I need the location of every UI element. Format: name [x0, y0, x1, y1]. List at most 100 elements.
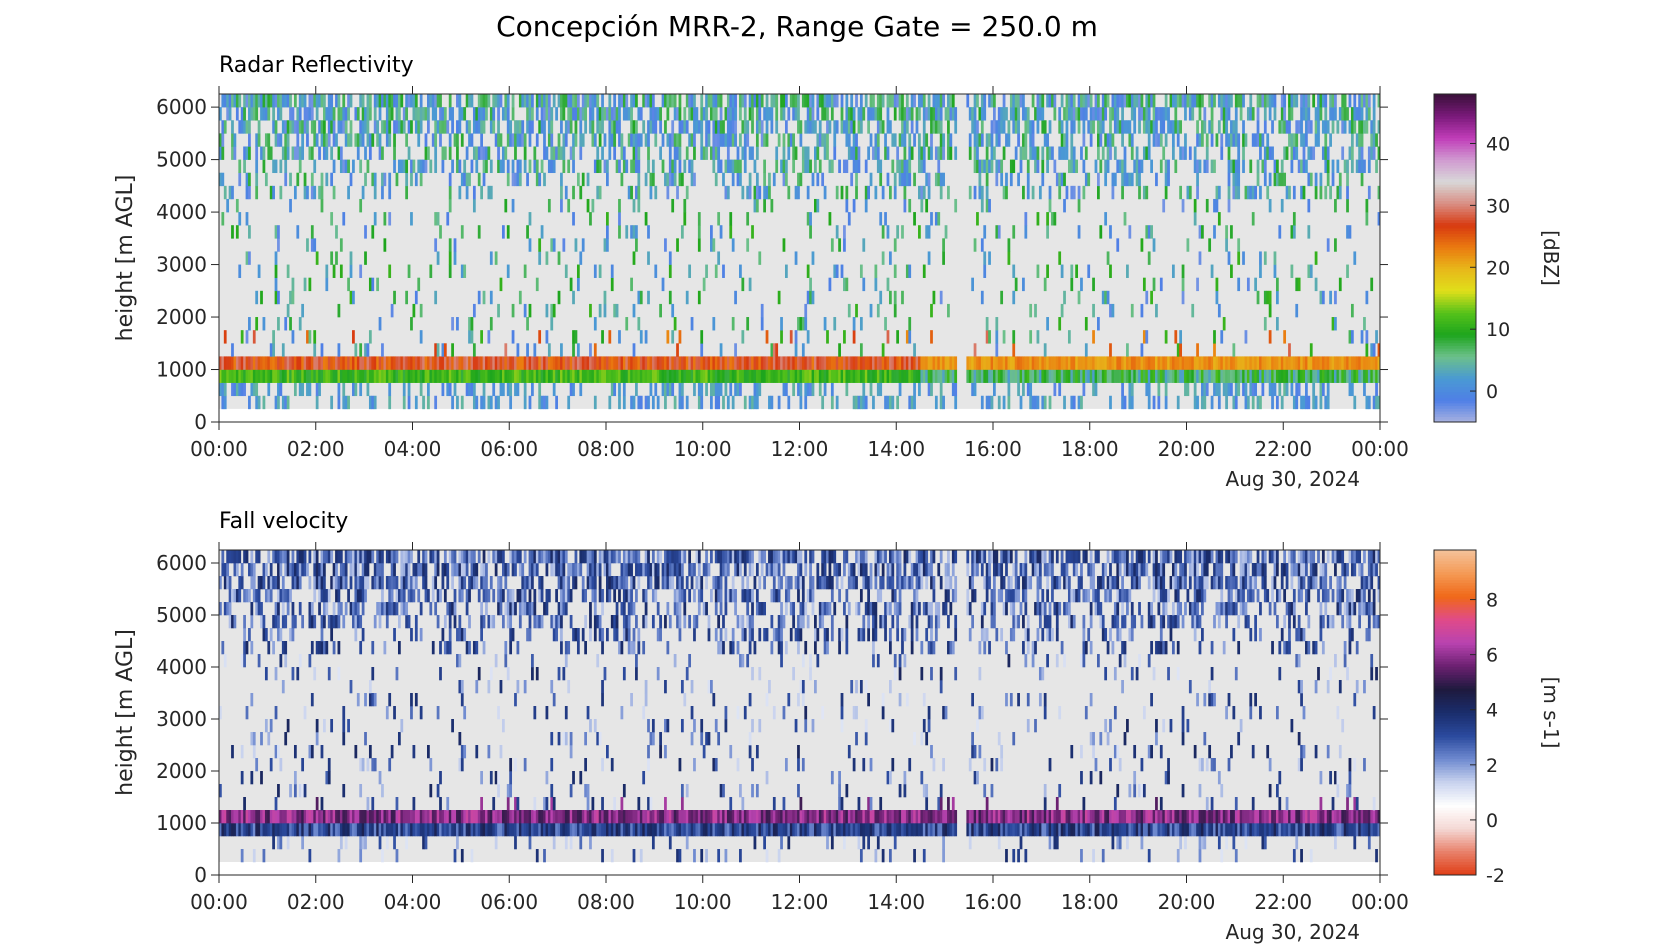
- heatmap-cell: [390, 810, 394, 824]
- heatmap-cell: [339, 810, 343, 824]
- colorbar-swatch: [1434, 137, 1476, 141]
- heatmap-cell: [1275, 159, 1279, 174]
- heatmap-cell: [289, 369, 292, 383]
- heatmap-cell: [838, 356, 841, 370]
- heatmap-cell: [671, 159, 675, 174]
- heatmap-cell: [1343, 356, 1347, 370]
- heatmap-cell: [310, 693, 314, 707]
- heatmap-cell: [313, 563, 317, 577]
- heatmap-cell: [550, 107, 554, 121]
- heatmap-cell: [850, 146, 854, 160]
- heatmap-cell: [388, 172, 392, 187]
- heatmap-cell: [373, 356, 377, 370]
- heatmap-cell: [598, 120, 602, 134]
- heatmap-cell: [518, 133, 522, 147]
- heatmap-cell: [238, 589, 242, 603]
- colorbar-swatch: [1434, 299, 1476, 303]
- heatmap-cell: [1053, 159, 1057, 174]
- heatmap-cell: [985, 198, 989, 213]
- heatmap-cell: [339, 563, 343, 577]
- heatmap-cell: [518, 290, 522, 305]
- heatmap-cell: [830, 107, 834, 121]
- heatmap-cell: [504, 823, 508, 837]
- heatmap-cell: [269, 146, 273, 160]
- heatmap-cell: [427, 745, 430, 759]
- heatmap-cell: [434, 120, 438, 134]
- heatmap-cell: [610, 264, 614, 278]
- heatmap-cell: [366, 343, 370, 357]
- heatmap-cell: [1014, 94, 1018, 108]
- heatmap-cell: [514, 133, 517, 147]
- heatmap-cell: [731, 133, 735, 147]
- heatmap-cell: [739, 172, 742, 187]
- heatmap-cell: [1171, 369, 1175, 383]
- heatmap-cell: [1116, 369, 1120, 383]
- heatmap-cell: [1092, 382, 1095, 397]
- heatmap-cell: [550, 356, 554, 370]
- heatmap-cell: [518, 602, 522, 616]
- heatmap-cell: [1237, 356, 1241, 370]
- heatmap-cell: [310, 810, 314, 824]
- heatmap-cell: [376, 823, 379, 837]
- heatmap-cell: [298, 107, 302, 121]
- colorbar-swatch: [1434, 416, 1476, 420]
- heatmap-cell: [1365, 94, 1369, 108]
- heatmap-cell: [1031, 395, 1035, 410]
- heatmap-cell: [1268, 356, 1272, 370]
- heatmap-cell: [1295, 120, 1299, 134]
- heatmap-cell: [410, 810, 413, 824]
- colorbar-swatch: [1434, 115, 1476, 120]
- heatmap-cell: [453, 238, 457, 252]
- heatmap-cell: [1278, 356, 1282, 370]
- heatmap-cell: [872, 146, 875, 160]
- heatmap-cell: [680, 225, 684, 239]
- heatmap-cell: [448, 382, 452, 397]
- heatmap-cell: [1191, 356, 1195, 370]
- heatmap-cell: [988, 395, 991, 410]
- heatmap-cell: [422, 107, 425, 121]
- heatmap-cell: [1363, 369, 1366, 383]
- heatmap-cell: [1220, 94, 1224, 108]
- heatmap-cell: [859, 264, 863, 278]
- heatmap-cell: [252, 369, 256, 383]
- heatmap-cell: [521, 120, 525, 134]
- heatmap-cell: [523, 576, 527, 590]
- heatmap-cell: [918, 382, 921, 397]
- heatmap-cell: [852, 159, 856, 174]
- heatmap-cell: [296, 576, 300, 590]
- heatmap-cell: [574, 356, 578, 370]
- heatmap-cell: [547, 133, 551, 147]
- heatmap-cell: [521, 369, 525, 383]
- heatmap-cell: [458, 369, 462, 383]
- heatmap-cell: [277, 589, 280, 603]
- heatmap-cell: [231, 133, 234, 147]
- heatmap-cell: [901, 356, 904, 370]
- colorbar-swatch: [1434, 356, 1476, 360]
- heatmap-cell: [1152, 120, 1156, 134]
- heatmap-cell: [264, 133, 268, 147]
- heatmap-cell: [572, 133, 575, 147]
- heatmap-cell: [1060, 120, 1064, 134]
- heatmap-cell: [480, 185, 483, 200]
- heatmap-cell: [434, 823, 438, 837]
- heatmap-cell: [264, 667, 268, 681]
- heatmap-cell: [1002, 330, 1006, 344]
- heatmap-cell: [748, 185, 752, 200]
- heatmap-cell: [1365, 198, 1369, 213]
- heatmap-cell: [997, 356, 1001, 370]
- heatmap-cell: [850, 120, 854, 134]
- heatmap-cell: [833, 146, 837, 160]
- heatmap-cell: [1227, 382, 1231, 397]
- heatmap-cell: [252, 589, 256, 603]
- heatmap-cell: [579, 369, 583, 383]
- heatmap-cell: [429, 784, 433, 798]
- heatmap-cell: [859, 317, 863, 331]
- heatmap-cell: [896, 356, 900, 370]
- heatmap-cell: [937, 146, 941, 160]
- heatmap-cell: [847, 303, 851, 318]
- heatmap-cell: [695, 107, 699, 121]
- heatmap-cell: [680, 382, 684, 397]
- heatmap-cell: [540, 94, 544, 108]
- heatmap-cell: [1254, 185, 1257, 200]
- heatmap-cell: [1193, 395, 1197, 410]
